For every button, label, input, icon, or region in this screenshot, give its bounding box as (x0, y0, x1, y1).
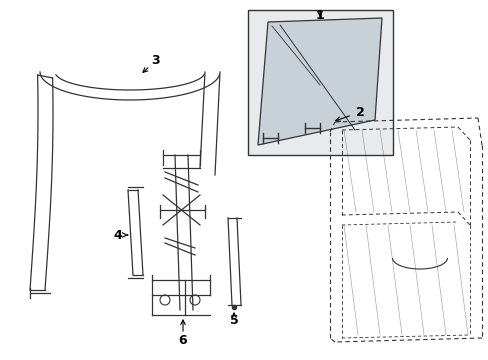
Text: 1: 1 (315, 9, 324, 22)
Text: 4: 4 (113, 229, 122, 242)
Polygon shape (258, 18, 381, 145)
Text: 6: 6 (178, 333, 187, 346)
Text: 2: 2 (355, 105, 364, 118)
Text: 5: 5 (229, 314, 238, 327)
Text: 3: 3 (150, 54, 159, 67)
Bar (247, 10, 392, 155)
